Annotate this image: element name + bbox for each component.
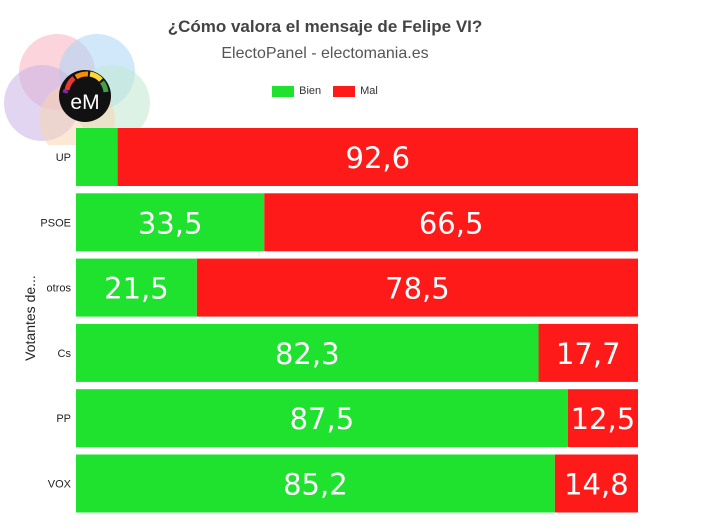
- bar-bien[interactable]: [76, 454, 555, 513]
- legend-swatch-mal: [333, 85, 356, 97]
- data-label: 33,5: [138, 206, 203, 240]
- electomania-logo: eM: [2, 20, 162, 158]
- category-label: VOX: [48, 479, 72, 491]
- bar-bien[interactable]: [76, 323, 539, 382]
- legend-item-bien[interactable]: Bien: [272, 85, 321, 97]
- data-label: 92,6: [346, 141, 411, 175]
- chart-title: ¿Cómo valora el mensaje de Felipe VI?: [167, 17, 483, 36]
- bar-mal[interactable]: [554, 454, 638, 513]
- data-label: 12,5: [571, 402, 636, 436]
- bar-bien[interactable]: [76, 389, 568, 448]
- category-label: PSOE: [40, 217, 71, 229]
- legend-swatch-bien: [272, 85, 295, 97]
- data-label: 17,7: [556, 337, 621, 371]
- legend-label-bien: Bien: [299, 85, 322, 97]
- category-label: otros: [47, 283, 72, 295]
- data-label: 85,2: [283, 468, 348, 502]
- bar-bien[interactable]: [76, 258, 197, 317]
- legend-item-mal[interactable]: Mal: [333, 85, 378, 97]
- bar-bien[interactable]: [76, 193, 265, 252]
- bar-mal[interactable]: [538, 323, 638, 382]
- data-label: 14,8: [564, 468, 629, 502]
- data-label: 87,5: [290, 402, 355, 436]
- chart-subtitle: ElectoPanel - electomania.es: [221, 45, 429, 62]
- data-label: 66,5: [419, 206, 484, 240]
- data-label: 82,3: [275, 337, 340, 371]
- data-label: 78,5: [385, 272, 450, 306]
- logo-text: eM: [70, 91, 99, 114]
- category-label: Cs: [58, 348, 72, 360]
- bar-bien[interactable]: [76, 128, 118, 186]
- legend: Bien Mal: [0, 85, 650, 97]
- data-label: 21,5: [104, 272, 169, 306]
- bar-mal[interactable]: [196, 258, 638, 317]
- bar-mal[interactable]: [117, 128, 638, 186]
- bar-mal[interactable]: [264, 193, 638, 252]
- legend-label-mal: Mal: [360, 85, 378, 97]
- category-label: PP: [56, 413, 71, 425]
- bar-mal[interactable]: [567, 389, 638, 448]
- category-label: UP: [56, 152, 71, 164]
